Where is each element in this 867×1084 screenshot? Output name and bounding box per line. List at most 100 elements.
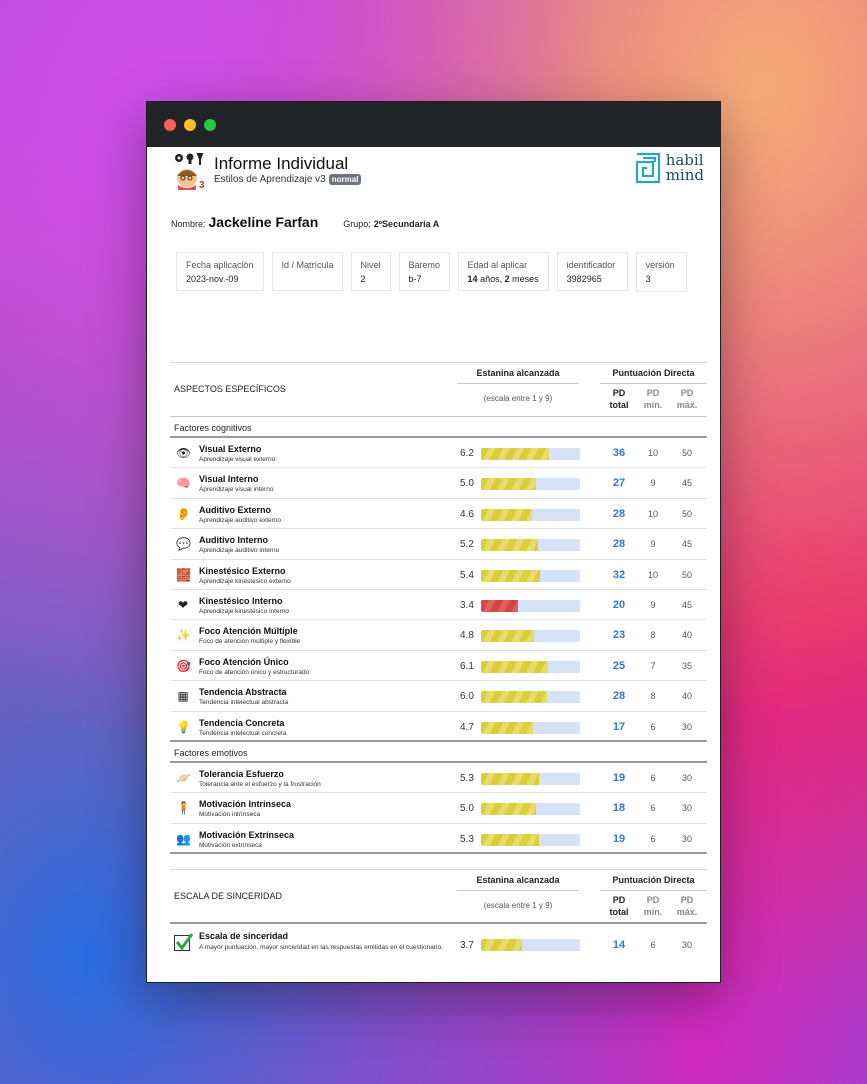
card-label: Fecha aplicación	[186, 260, 254, 270]
factor-row: 🧱 Kinestésico Externo Aprendizaje kinestés…	[170, 560, 707, 590]
pd-total: 32	[612, 568, 626, 581]
stanine-bar	[481, 833, 580, 846]
card-label: Baremo	[408, 260, 441, 270]
stanine-bar-fill	[481, 508, 532, 521]
group-label: Factores cognitivos	[170, 417, 707, 438]
sincerity-row: Escala de sinceridad A mayor puntuación,…	[170, 924, 707, 966]
stanine-score: 6.2	[460, 448, 474, 459]
stanine-score: 5.0	[460, 478, 474, 490]
stanine-bar-fill	[481, 569, 541, 582]
col-pd-min: PD mín.	[636, 387, 670, 411]
pd-min: 9	[650, 599, 656, 610]
factor-row: 🪐 Tolerancia Esfuerzo Tolerancia ante el e…	[170, 763, 707, 794]
row-title: Auditivo Interno	[199, 535, 268, 546]
stanine-bar	[481, 803, 580, 816]
row-subtitle: Aprendizaje kinestésico externo	[199, 577, 291, 585]
person-icon: 🧍	[176, 801, 191, 816]
group-label: Grupo:	[343, 219, 371, 229]
stanine-bar	[481, 772, 580, 785]
pd-max: 35	[681, 660, 692, 671]
col-pd: Puntuación Directa	[600, 875, 707, 891]
stanine-bar	[481, 660, 580, 673]
stanine-bar	[481, 939, 580, 951]
stanine-bar-fill	[481, 478, 537, 491]
report-subtitle: Estilos de Aprendizaje v3 normal	[214, 174, 362, 185]
sincerity-table: ESCALA DE SINCERIDAD Estanina alcanzada …	[170, 869, 707, 966]
stanine-bar-fill	[481, 539, 539, 552]
pd-min: 9	[650, 478, 656, 489]
row-subtitle: Foco de atención único y estructurado	[199, 668, 310, 676]
pd-total: 20	[612, 598, 626, 611]
pd-max: 30	[681, 833, 692, 844]
card-identificador: identificador 3982965	[556, 252, 628, 291]
pd-total: 28	[612, 690, 626, 703]
pd-min: 6	[650, 833, 656, 844]
student-name: Jackeline Farfan	[208, 214, 319, 230]
col-pd-total-line1: PD	[612, 388, 626, 398]
pd-min: 10	[647, 508, 658, 519]
titlebar	[147, 102, 720, 147]
pd-min: 6	[650, 803, 656, 814]
abstract-grid-icon: ▦	[177, 689, 189, 704]
col-pd: Puntuación Directa	[600, 368, 707, 384]
group-value: 2ºSecundaria A	[373, 219, 440, 229]
name-label: Nombre:	[171, 219, 206, 229]
pd-total: 19	[612, 832, 626, 845]
pd-min: 10	[647, 569, 658, 580]
col-pd-max-line2: máx.	[676, 400, 698, 410]
ear-icon: 👂	[176, 506, 191, 521]
pd-max: 45	[681, 539, 692, 550]
card-value: b-7	[408, 274, 422, 284]
minimize-window-button[interactable]	[184, 118, 196, 131]
row-title: Kinestésico Externo	[199, 565, 286, 576]
row-title: Tendencia Abstracta	[199, 687, 287, 698]
stanine-bar	[481, 478, 580, 491]
row-subtitle: Tolerancia ante el esfuerzo y la frustra…	[199, 780, 321, 788]
age-years: 14	[467, 274, 478, 284]
pd-max: 30	[681, 772, 692, 783]
age-years-unit: años,	[480, 274, 503, 284]
stanine-bar	[481, 569, 580, 582]
stanine-bar-fill	[481, 939, 522, 951]
report-header: 3 Informe Individual Estilos de Aprendiz…	[147, 147, 720, 197]
card-label: identificador	[566, 260, 616, 270]
factor-row: ▦ Tendencia Abstracta Tendencia intelectua…	[170, 681, 707, 712]
row-title: Foco Atención Múltiple	[199, 626, 298, 637]
stanine-bar	[481, 691, 580, 704]
row-subtitle: Aprendizaje visual interno	[199, 486, 274, 494]
card-label: versión	[645, 260, 675, 270]
pd-total: 23	[612, 629, 626, 642]
factor-row: 🧠 Visual Interno Aprendizaje visual intern…	[170, 468, 707, 499]
lightbulb-icon: 💡	[176, 719, 191, 734]
pd-total: 28	[612, 538, 626, 551]
row-subtitle: Foco de atención múltiple y flexible	[199, 638, 301, 646]
planet-icon: 🪐	[176, 770, 191, 785]
stanine-bar	[481, 599, 580, 612]
age-months: 2	[504, 274, 510, 284]
pd-min: 7	[650, 660, 656, 671]
pd-max: 45	[681, 478, 692, 489]
stanine-bar-fill	[481, 691, 548, 704]
row-subtitle: Motivación intrínseca	[199, 811, 261, 819]
close-window-button[interactable]	[164, 118, 176, 131]
stanine-bar-fill	[481, 448, 550, 460]
row-title: Tendencia Concreta	[199, 717, 285, 728]
stanine-bar-fill	[481, 660, 549, 673]
speech-balloon-icon: 💬	[176, 537, 191, 552]
maximize-window-button[interactable]	[204, 118, 216, 131]
pd-max: 40	[681, 630, 692, 641]
pd-total: 25	[612, 659, 626, 672]
target-icon: 🎯	[176, 658, 191, 673]
col-pd-max-line1: PD	[680, 388, 694, 398]
card-value: 14 años, 2 meses	[468, 274, 539, 284]
pd-max: 50	[681, 448, 692, 458]
row-subtitle: Aprendizaje visual externo	[199, 456, 276, 463]
stanine-score: 5.4	[460, 569, 474, 581]
pd-max: 50	[681, 508, 692, 519]
card-version: versión 3	[635, 252, 687, 292]
row-title: Visual Externo	[199, 444, 262, 454]
stanine-score: 4.8	[460, 630, 474, 642]
card-label: Id / Matrícula	[281, 260, 334, 270]
col-pd-total-line2: total	[609, 907, 629, 917]
row-subtitle: Tendencia intelectual concreta	[199, 729, 287, 737]
